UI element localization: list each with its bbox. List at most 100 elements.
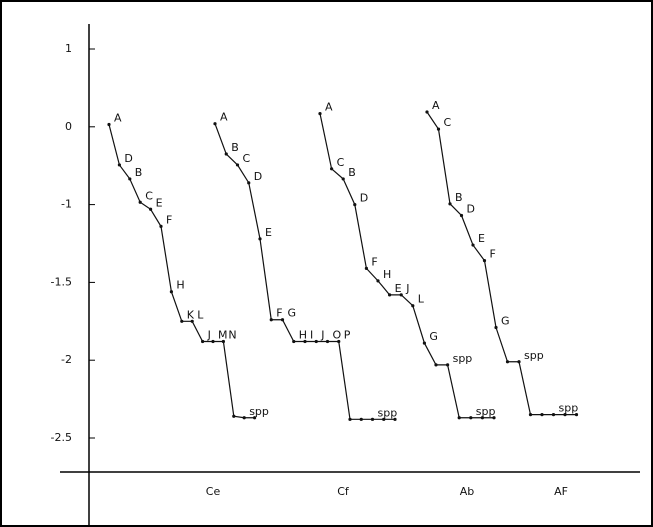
point-label: I	[310, 329, 313, 342]
point-label: L	[197, 308, 204, 321]
point-label: G	[288, 307, 297, 320]
point	[253, 416, 257, 420]
point-label: A	[432, 99, 440, 112]
point-label: M	[218, 329, 228, 342]
point-label: B	[231, 141, 239, 154]
point-label: E	[156, 196, 163, 209]
point-label: spp	[453, 352, 473, 365]
point	[411, 304, 415, 308]
point	[517, 360, 521, 364]
point-label: spp	[524, 349, 544, 362]
point	[505, 360, 510, 364]
x-tick-label: Ab	[460, 485, 475, 498]
point	[446, 363, 450, 367]
y-tick-label: -2.5	[51, 431, 72, 444]
point	[528, 413, 533, 417]
point-label: B	[455, 191, 463, 204]
point-label: B	[348, 166, 356, 179]
point-label: spp	[249, 405, 269, 418]
point	[393, 417, 397, 421]
x-tick-label: AF	[554, 485, 568, 498]
point	[247, 181, 251, 185]
point	[425, 110, 429, 114]
point	[399, 293, 403, 297]
point	[574, 413, 579, 417]
point-label: D	[254, 170, 262, 183]
point	[235, 163, 240, 167]
point-label: J	[405, 282, 409, 295]
point	[258, 237, 262, 241]
point	[269, 318, 273, 322]
point	[457, 416, 461, 420]
point	[149, 207, 153, 211]
y-tick-label: -2	[61, 353, 72, 366]
point	[492, 416, 496, 420]
point-label: B	[135, 166, 143, 179]
point	[376, 279, 380, 283]
point	[337, 339, 341, 344]
point-label: J	[320, 329, 324, 342]
point	[159, 224, 163, 228]
point-label: K	[187, 308, 195, 321]
y-tick-label: 1	[65, 42, 72, 55]
point-label: C	[444, 116, 452, 129]
point	[242, 416, 246, 420]
point-label: F	[276, 307, 282, 320]
point	[348, 417, 352, 421]
y-tick-label: -1.5	[51, 275, 72, 288]
point	[563, 413, 567, 417]
point-label: E	[265, 226, 272, 239]
series-line	[214, 123, 395, 420]
point	[224, 152, 228, 156]
point	[232, 414, 236, 418]
point-label: spp	[378, 406, 398, 419]
point	[359, 417, 363, 421]
y-tick-label: -1	[61, 198, 72, 211]
point-label: spp	[476, 405, 496, 418]
point	[303, 339, 307, 344]
point	[292, 339, 296, 344]
point	[422, 341, 426, 345]
series-line	[319, 113, 494, 419]
point-label: D	[124, 152, 132, 165]
point	[138, 200, 142, 204]
point	[448, 202, 452, 206]
y-tick-label: 0	[65, 120, 72, 133]
point-label: O	[333, 329, 342, 342]
point	[318, 111, 322, 116]
point	[382, 417, 386, 421]
point	[213, 122, 217, 126]
point	[128, 177, 132, 181]
point-label: H	[299, 329, 307, 342]
x-tick-label: Ce	[206, 485, 221, 498]
point	[211, 339, 215, 344]
point-label: spp	[559, 402, 579, 415]
point	[280, 318, 285, 322]
point-label: G	[429, 330, 438, 343]
point	[434, 363, 438, 367]
point	[482, 259, 487, 263]
point-label: G	[501, 315, 510, 328]
point	[494, 325, 498, 330]
series-line	[426, 111, 577, 416]
point-label: A	[220, 111, 228, 124]
point-label: F	[371, 255, 377, 268]
point	[353, 203, 357, 207]
point-label: P	[344, 329, 351, 342]
point-label: D	[360, 192, 368, 205]
point-label: A	[114, 111, 122, 124]
point	[314, 339, 318, 344]
point	[107, 122, 111, 127]
point-label: C	[243, 152, 251, 165]
point	[325, 339, 330, 344]
series-line	[108, 124, 255, 419]
point-label: E	[478, 232, 485, 245]
point-label: F	[166, 213, 172, 226]
point	[471, 243, 475, 247]
point	[540, 413, 544, 417]
point-label: C	[337, 156, 345, 169]
point	[364, 266, 368, 270]
